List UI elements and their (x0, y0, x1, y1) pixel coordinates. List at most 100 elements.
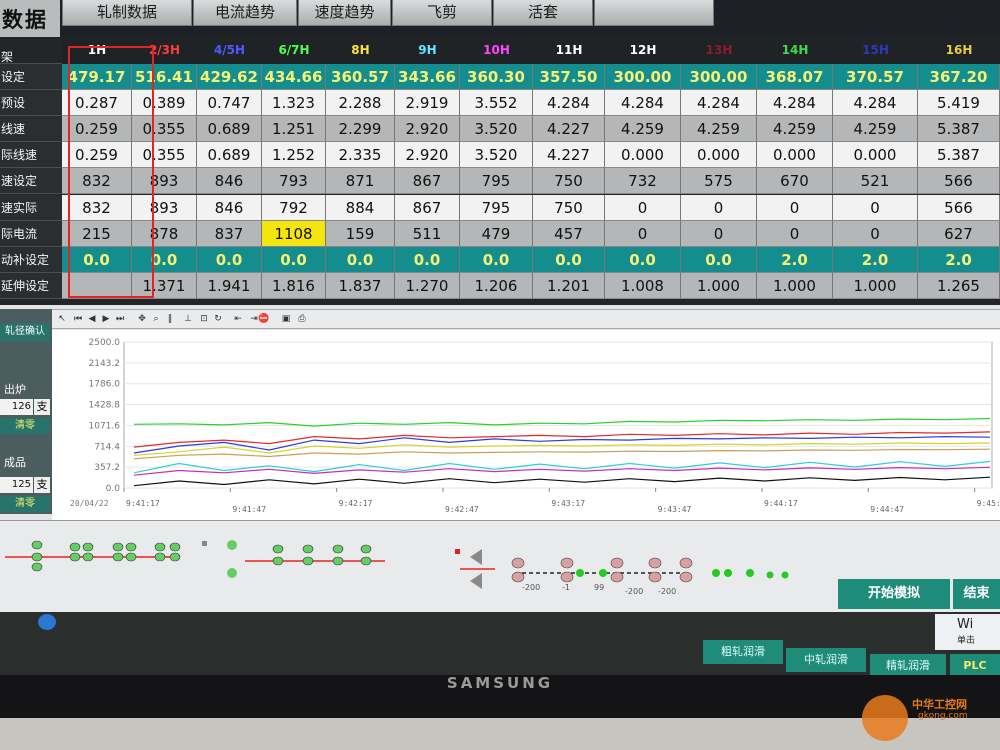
cell-r8-c5: 0.0 (326, 247, 395, 273)
cell-r7-c5: 159 (326, 221, 395, 247)
cell-r8-c7: 0.0 (460, 247, 533, 273)
cell-r9-c9: 1.008 (605, 273, 681, 299)
exit-furnace-label: 出炉 (4, 381, 26, 397)
cell-r3-c6: 2.920 (395, 116, 460, 142)
cell-r8-c4: 0.0 (262, 247, 326, 273)
expand-left-icon[interactable]: ⇤ (232, 313, 244, 325)
cell-r4-c11: 0.000 (757, 142, 833, 168)
cell-r2-c8: 4.284 (533, 90, 605, 116)
cell-r8-c11: 2.0 (757, 247, 833, 273)
nav-looper[interactable]: 活套 (493, 0, 593, 26)
product-clear-button[interactable]: 清零 (0, 496, 50, 512)
save-icon[interactable]: ▣ (280, 313, 292, 325)
confirm-diameter-button[interactable]: 轧径确认 (0, 323, 50, 341)
cell-r3-c11: 4.259 (757, 116, 833, 142)
cell-r9-c3: 1.941 (197, 273, 262, 299)
row-label-3: 线速 (0, 116, 62, 142)
cell-r6-c7: 795 (460, 195, 533, 221)
windows-notification[interactable]: Wi 单击 (935, 614, 1000, 650)
cell-r3-c9: 4.259 (605, 116, 681, 142)
cell-r1-c7: 360.30 (460, 64, 533, 90)
cell-r2-c13: 5.419 (918, 90, 1000, 116)
app-title: 数据 (0, 0, 60, 38)
cell-r2-c12: 4.284 (833, 90, 918, 116)
cursor-icon[interactable]: ✥ (136, 313, 148, 325)
row-label-7: 际电流 (0, 221, 62, 247)
row-label-1: 设定 (0, 64, 62, 90)
cell-r1-c4: 434.66 (262, 64, 326, 90)
x-tick-5: 9:43:47 (658, 505, 692, 514)
cell-r9-c4: 1.816 (262, 273, 326, 299)
x-tick-6: 9:44:17 (764, 499, 798, 508)
tab-finish-lube[interactable]: 精轧润滑 (870, 654, 946, 675)
product-count: 125 (0, 477, 33, 493)
nav-flying-shear[interactable]: 飞剪 (392, 0, 492, 26)
cell-r6-c4: 792 (262, 195, 326, 221)
rewind-icon[interactable]: ◀ (86, 313, 98, 325)
stand-header-6: 9H (395, 37, 460, 64)
nav-rolling-data[interactable]: 轧制数据 (62, 0, 192, 26)
tab-rough-lube[interactable]: 粗轧润滑 (703, 640, 783, 664)
stop-icon[interactable]: ⛔ (258, 313, 270, 325)
watermark-url: gkong.com (918, 711, 968, 721)
cell-r7-c10: 0 (681, 221, 757, 247)
cell-r5-c8: 750 (533, 168, 605, 194)
zoom-icon[interactable]: ⌕ (150, 313, 162, 325)
internet-explorer-icon[interactable] (38, 614, 56, 630)
x-tick-2: 9:42:17 (339, 499, 373, 508)
rewind-start-icon[interactable]: ⏮ (72, 313, 84, 325)
cell-r9-c12: 1.000 (833, 273, 918, 299)
ruler-icon[interactable]: ⊥ (182, 313, 194, 325)
stand-header-10: 13H (681, 37, 757, 64)
cell-r4-c10: 0.000 (681, 142, 757, 168)
cell-r9-c10: 1.000 (681, 273, 757, 299)
tension-label-5: -200 (658, 587, 676, 596)
cell-r3-c8: 4.227 (533, 116, 605, 142)
product-unit: 支 (34, 477, 50, 493)
cell-r8-c13: 2.0 (918, 247, 1000, 273)
cell-r1-c12: 370.57 (833, 64, 918, 90)
cell-r4-c12: 0.000 (833, 142, 918, 168)
nav-speed-trend[interactable]: 速度趋势 (298, 0, 391, 26)
fit-icon[interactable]: ⊡ (198, 313, 210, 325)
pause-icon[interactable]: ‖ (164, 313, 176, 325)
stand-header-5: 8H (326, 37, 395, 64)
refresh-icon[interactable]: ↻ (212, 313, 224, 325)
start-simulation-button[interactable]: 开始模拟 (838, 579, 950, 609)
tension-label-4: -200 (625, 587, 643, 596)
cell-r3-c4: 1.251 (262, 116, 326, 142)
cell-r1-c6: 343.66 (395, 64, 460, 90)
print-icon[interactable]: ⎙ (296, 313, 308, 325)
cell-r5-c7: 795 (460, 168, 533, 194)
cell-r6-c6: 867 (395, 195, 460, 221)
stand-header-3: 4/5H (197, 37, 262, 64)
y-tick-2: 1786.0 (89, 380, 121, 390)
cell-r8-c8: 0.0 (533, 247, 605, 273)
cell-r1-c11: 368.07 (757, 64, 833, 90)
play-icon[interactable]: ▶ (100, 313, 112, 325)
cell-r9-c6: 1.270 (395, 273, 460, 299)
product-label: 成品 (4, 454, 26, 470)
x-tick-0: 9:41:17 (126, 499, 160, 508)
nav-current-trend[interactable]: 电流趋势 (193, 0, 297, 26)
forward-end-icon[interactable]: ⏭ (114, 313, 126, 325)
tab-mid-lube[interactable]: 中轧润滑 (786, 648, 866, 672)
cell-r8-c3: 0.0 (197, 247, 262, 273)
end-simulation-button[interactable]: 结束 (953, 579, 1000, 609)
row-label-4: 际线速 (0, 142, 62, 168)
y-tick-1: 2143.2 (89, 359, 121, 369)
cell-r4-c7: 3.520 (460, 142, 533, 168)
pointer-icon[interactable]: ↖ (56, 313, 68, 325)
cell-r1-c9: 300.00 (605, 64, 681, 90)
cell-r1-c8: 357.50 (533, 64, 605, 90)
cell-r7-c9: 0 (605, 221, 681, 247)
nav-more[interactable] (594, 0, 714, 26)
tab-plc[interactable]: PLC (950, 654, 1000, 675)
exit-clear-button[interactable]: 清零 (0, 418, 50, 434)
cell-r6-c9: 0 (605, 195, 681, 221)
cell-r7-c4: 1108 (262, 221, 326, 247)
watermark-title: 中华工控网 (912, 696, 967, 712)
cell-r4-c13: 5.387 (918, 142, 1000, 168)
cell-r9-c11: 1.000 (757, 273, 833, 299)
cell-r3-c10: 4.259 (681, 116, 757, 142)
